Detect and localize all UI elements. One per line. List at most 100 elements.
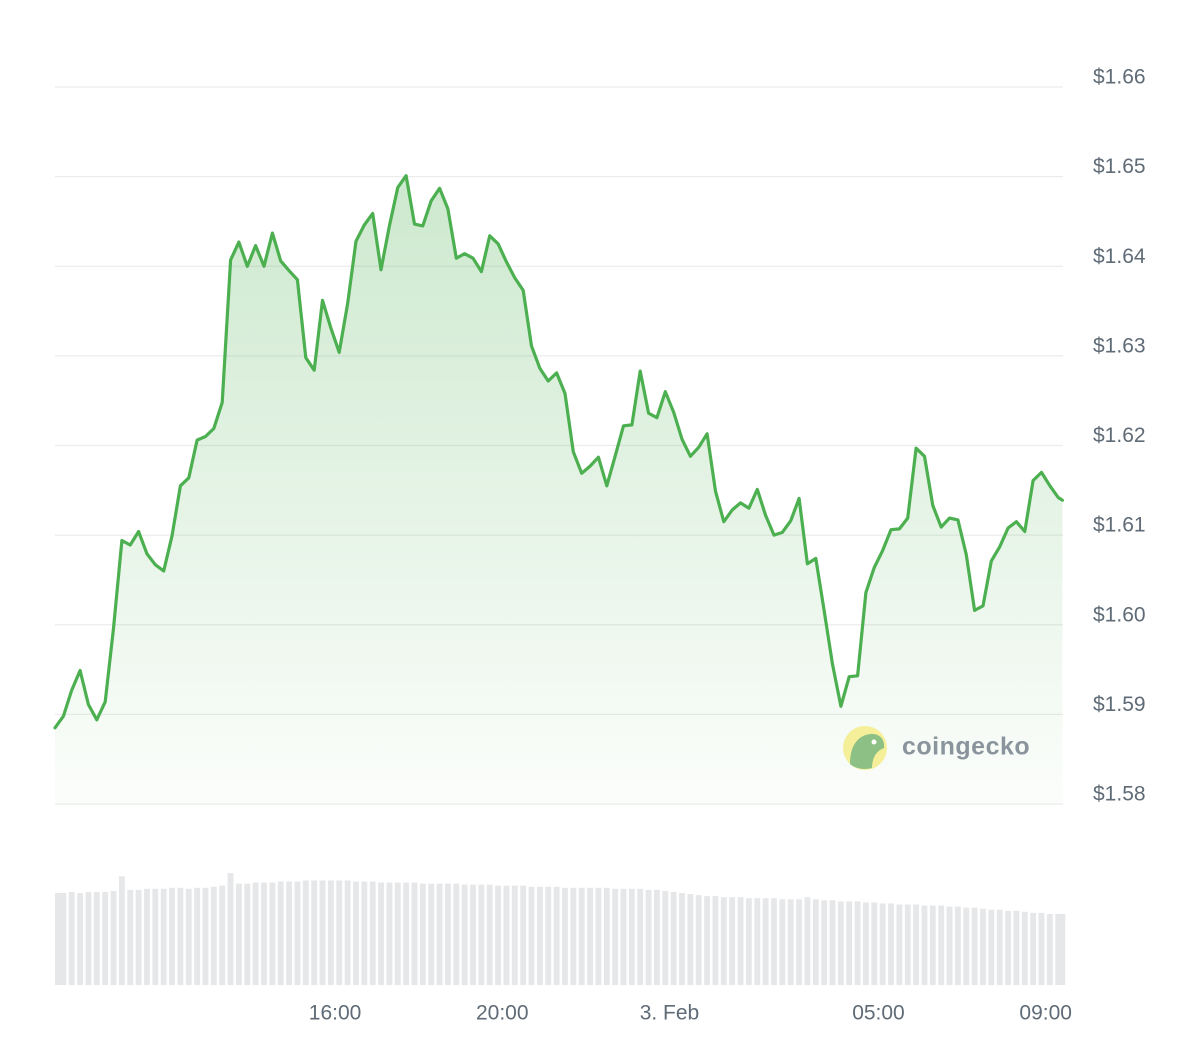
volume-bar [762,898,769,985]
volume-bar [888,903,894,985]
volume-bar [954,906,961,985]
volume-bar [745,898,752,985]
volume-bar [871,902,878,985]
volume-bar [194,887,201,985]
volume-bar [879,903,886,985]
volume-bar [60,893,67,985]
volume-bar [319,880,326,985]
volume-bar [846,901,853,985]
volume-bar [102,891,109,985]
volume-bar [595,887,602,985]
volume-bar [1021,911,1028,985]
volume-bar [737,897,744,985]
volume-bar [286,881,292,985]
volume-bar [695,895,702,985]
volume-bar [436,883,443,985]
volume-bar [495,885,502,985]
volume-bar [712,896,719,985]
y-tick-label: $1.61 [1093,514,1146,537]
volume-bar [1005,910,1011,985]
volume-bar [980,908,986,985]
volume-bar [720,897,727,985]
volume-bar [353,881,359,985]
watermark-text: coingecko [902,733,1030,761]
watermark-logo-eye [871,739,877,745]
volume-bar [461,884,468,985]
volume-bar [829,900,836,985]
volume-bar [302,880,309,985]
volume-bar [85,891,92,985]
volume-bar [971,907,978,985]
axis-labels: $1.58 $1.59 $1.60 $1.61 $1.62 $1.63 $1.64 $1.65… [309,66,1146,1025]
watermark: coingecko [843,726,1030,770]
volume-bar [553,886,560,985]
volume-bar [771,898,777,985]
price-area [55,175,1063,804]
volume-bar [327,880,334,985]
volume-bar [520,885,527,985]
volume-bar [378,882,384,985]
volume-bar [779,899,786,985]
volume-bar [210,886,217,985]
volume-bar [1059,913,1066,985]
volume-bar [386,882,393,985]
volume-bar [419,883,426,985]
volume-bar [812,899,819,985]
y-tick-label: $1.66 [1093,66,1146,89]
volume-bar [687,894,694,985]
volume-bar [570,887,577,985]
volume-bar [545,886,552,985]
volume-bar [77,893,83,985]
volume-bar [411,882,418,985]
volume-bar [445,883,451,985]
volume-bar [177,887,184,985]
x-tick-label: 05:00 [852,1002,905,1025]
volume-bar [913,904,920,985]
volume-bar [536,886,543,985]
volume-bar [704,896,711,985]
volume-bar [612,888,619,985]
volume-bar [219,885,226,985]
volume-bar [294,881,301,985]
volume-bar [118,876,125,985]
y-tick-label: $1.65 [1093,155,1146,178]
volume-bar [988,909,995,985]
plot [53,174,1064,804]
volume-bar [938,905,945,985]
volume-bar [787,899,794,985]
volume-bar [403,882,410,985]
volume-bar [185,888,192,985]
volume-bars [55,873,1066,985]
volume-bar [152,888,159,985]
volume-bar [670,891,677,985]
x-tick-label: 20:00 [476,1002,529,1025]
volume-bar [754,898,761,985]
volume-bar [662,890,669,985]
volume-bar [503,885,510,985]
y-tick-label: $1.58 [1093,783,1146,806]
volume-bar [453,883,460,985]
volume-bar [1046,913,1053,985]
volume-bar [628,888,635,985]
volume-bar [804,897,811,985]
price-line [53,174,1064,730]
volume-bar [269,882,276,985]
volume-bar [854,901,861,985]
volume-bar [144,888,150,985]
volume-bar [896,904,903,985]
y-tick-label: $1.60 [1093,603,1146,626]
volume-bar [679,893,685,985]
volume-bar [369,881,376,985]
volume-bar [244,883,251,985]
volume-bar [135,889,142,985]
volume-bar [587,887,593,985]
volume-bar [654,889,660,985]
volume-bar [904,904,911,985]
volume-bar [929,905,936,985]
y-tick-label: $1.59 [1093,693,1146,716]
volume-bar [796,899,802,985]
x-tick-label: 09:00 [1019,1002,1072,1025]
x-tick-label: 3. Feb [640,1002,700,1025]
volume-bar [1030,912,1037,985]
